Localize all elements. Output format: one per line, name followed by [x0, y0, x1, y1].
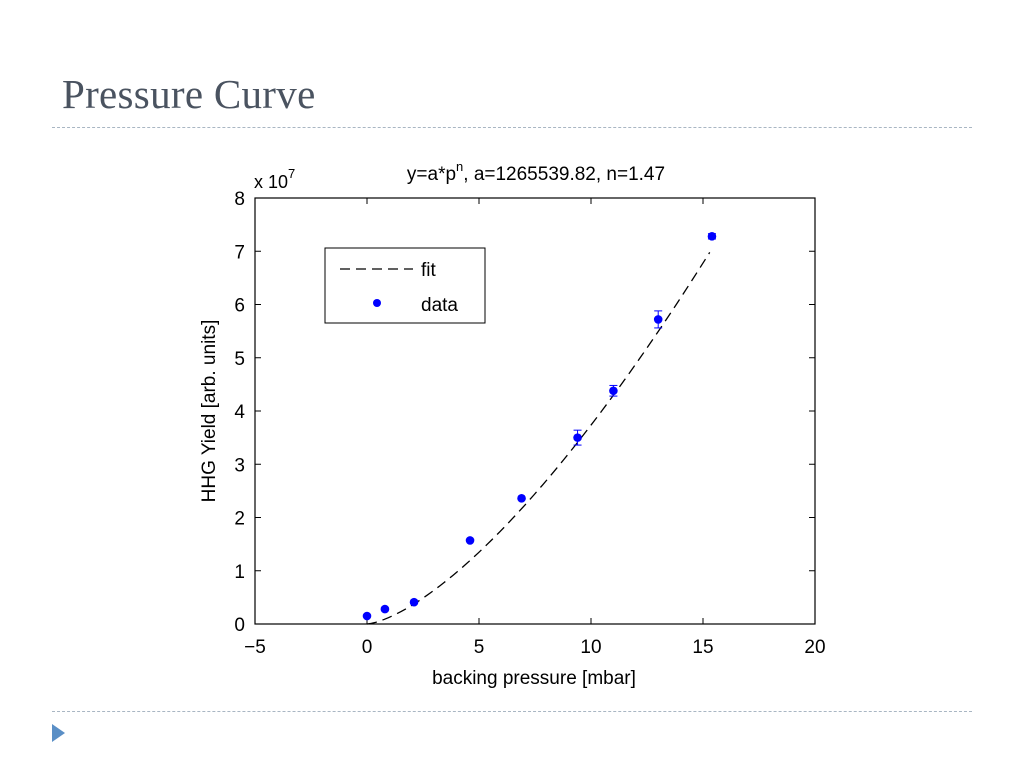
- data-point: [409, 597, 419, 607]
- y-multiplier: x 107: [254, 166, 295, 192]
- data-point: [380, 604, 390, 614]
- data-point: [362, 611, 372, 621]
- chart-title-main: y=a*p: [407, 164, 456, 185]
- legend-data-label: data: [421, 295, 458, 316]
- x-tick-label: −5: [244, 637, 266, 658]
- y-multiplier-base: x 10: [254, 172, 288, 192]
- pressure-curve-chart: y=a*pn, a=1265539.82, n=1.47 x 107 HHG Y…: [199, 159, 826, 689]
- y-tick-label: 7: [234, 242, 245, 263]
- x-tick-label: 10: [580, 637, 601, 658]
- y-axis-label: HHG Yield [arb. units]: [199, 320, 220, 503]
- legend-box: [324, 247, 486, 324]
- x-tick-label: 0: [362, 637, 373, 658]
- chart-title-suffix: , a=1265539.82, n=1.47: [463, 164, 665, 185]
- x-axis-label: backing pressure [mbar]: [432, 668, 636, 689]
- legend-data-marker: [373, 299, 381, 307]
- x-tick-label: 20: [804, 637, 825, 658]
- y-tick-label: 8: [234, 189, 245, 210]
- triangle-bullet-icon: [52, 724, 65, 742]
- data-point: [609, 386, 618, 396]
- chart-title-superscript: n: [456, 159, 463, 174]
- x-tick-label: 5: [474, 637, 485, 658]
- data-point: [465, 536, 475, 545]
- y-tick-label: 3: [234, 455, 245, 476]
- y-tick-label: 4: [234, 402, 245, 423]
- y-tick-label: 2: [234, 509, 245, 530]
- y-tick-label: 1: [234, 562, 245, 583]
- footer-divider: [52, 711, 972, 712]
- data-point: [653, 315, 663, 324]
- chart-title: y=a*pn, a=1265539.82, n=1.47: [407, 159, 665, 185]
- fit-curve: [366, 252, 711, 625]
- data-point: [707, 232, 717, 241]
- data-point: [517, 494, 526, 503]
- y-tick-label: 6: [234, 296, 245, 317]
- y-multiplier-exponent: 7: [288, 166, 295, 181]
- legend: fit data: [324, 247, 486, 324]
- plot-frame: [254, 197, 816, 625]
- y-tick-label: 5: [234, 349, 245, 370]
- title-divider: [52, 127, 972, 128]
- slide-title: Pressure Curve: [62, 71, 316, 117]
- y-tick-label: 0: [234, 615, 245, 636]
- legend-fit-label: fit: [421, 260, 437, 281]
- x-tick-label: 15: [692, 637, 713, 658]
- data-point: [573, 433, 582, 442]
